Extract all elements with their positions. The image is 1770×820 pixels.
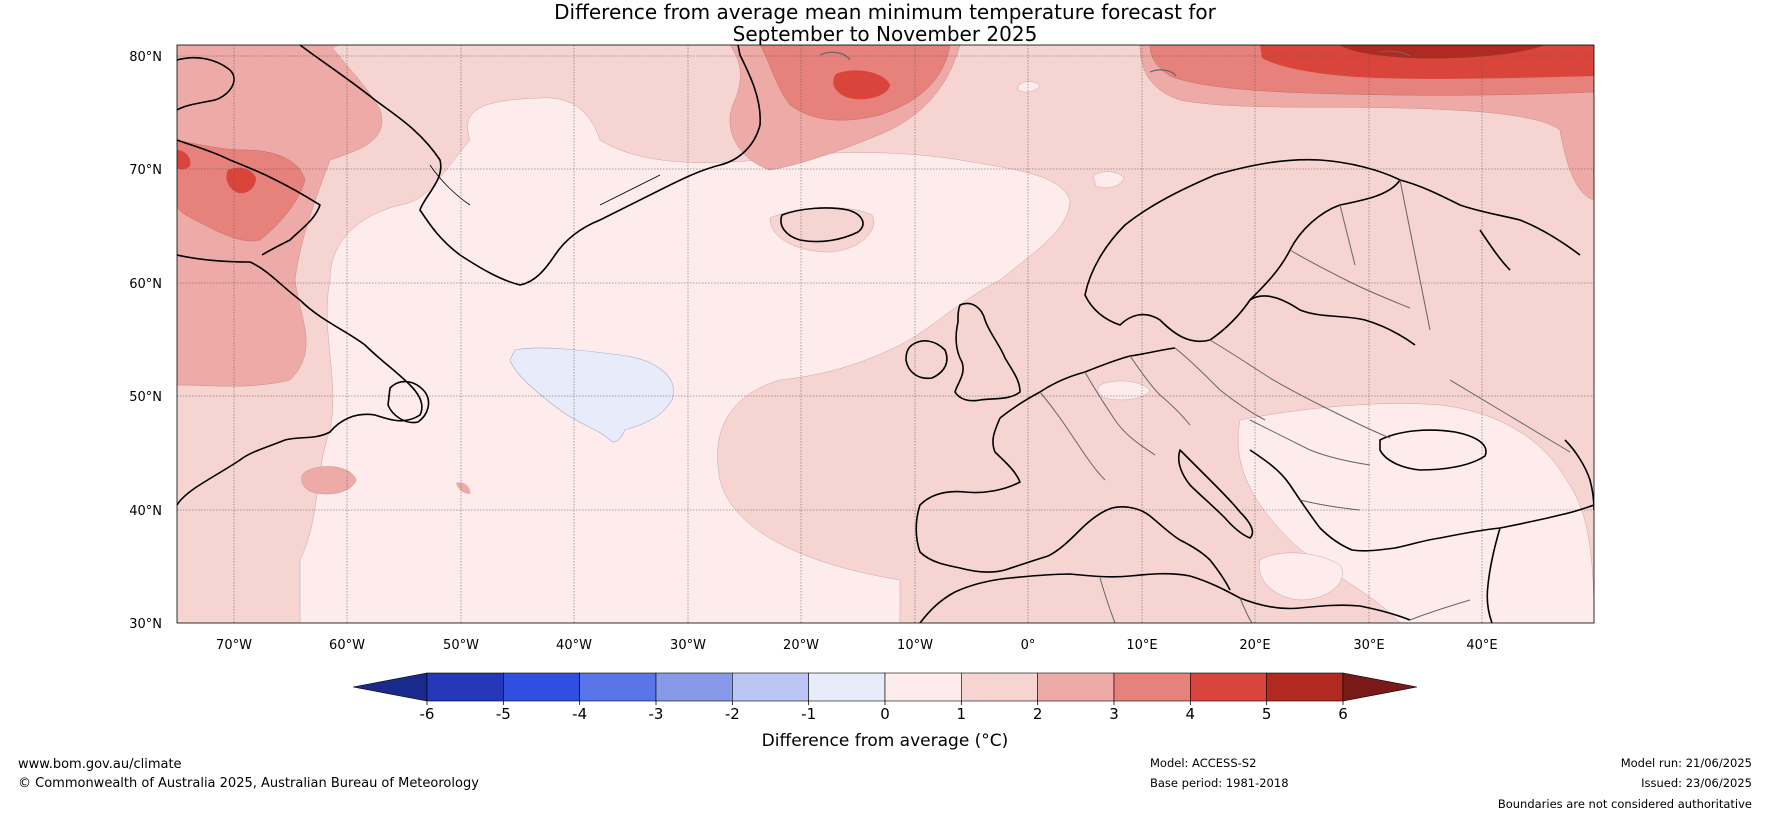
- colorbar-tick-label: 0: [880, 705, 890, 723]
- colorbar-extend-low: [352, 672, 428, 702]
- colorbar-tick-label: -6: [420, 705, 435, 723]
- lon-label-30e: 30°E: [1353, 638, 1384, 653]
- newfoundland-coast: [387, 380, 430, 424]
- lon-label-10w: 10°W: [897, 638, 933, 653]
- title-line-2: September to November 2025: [733, 22, 1038, 46]
- colorbar-segment: [1266, 672, 1344, 702]
- anomaly-region-2-to-3-patch-b: [456, 482, 471, 494]
- lon-label-50w: 50°W: [443, 638, 479, 653]
- black-sea-coast: [1379, 429, 1487, 471]
- lat-label-80n: 80°N: [129, 50, 162, 65]
- colorbar-segment: [1037, 672, 1115, 702]
- lon-label-0: 0°: [1021, 638, 1036, 653]
- anomaly-region-2-to-3-north-edge: [177, 45, 340, 57]
- lat-label-70n: 70°N: [129, 163, 162, 178]
- colorbar-label: Difference from average (°C): [762, 731, 1009, 751]
- anomaly-region-4-to-5-edge: [177, 150, 191, 170]
- colorbar-tick-label: -5: [496, 705, 511, 723]
- colorbar-segment: [732, 672, 809, 702]
- colorbar-segment: [655, 672, 733, 702]
- anomaly-region-0-to-1-norway-sea: [1092, 171, 1125, 189]
- colorbar-segment: [579, 672, 657, 702]
- anomaly-region-0-to-1-north-africa: [1258, 552, 1343, 601]
- lon-label-40e: 40°E: [1466, 638, 1497, 653]
- lon-label-70w: 70°W: [216, 638, 252, 653]
- colorbar-segment: [503, 672, 580, 702]
- colorbar-tick-label: 3: [1109, 705, 1119, 723]
- colorbar-tick-label: 5: [1262, 705, 1272, 723]
- model-run-text: Model run: 21/06/2025: [1621, 756, 1752, 770]
- graticule: [177, 45, 1594, 623]
- colorbar-segment: [961, 672, 1038, 702]
- balkans-coast: [1249, 449, 1594, 552]
- lon-label-30w: 30°W: [670, 638, 706, 653]
- lon-label-60w: 60°W: [329, 638, 365, 653]
- colorbar-tick-label: 6: [1338, 705, 1348, 723]
- italy-coast: [1177, 449, 1254, 539]
- colorbar-segment: [426, 672, 504, 702]
- ireland-coast: [905, 340, 948, 380]
- lon-label-10e: 10°E: [1126, 638, 1157, 653]
- anomaly-region-0-to-1-svalbard-gap: [1017, 81, 1041, 93]
- base-period-text: Base period: 1981-2018: [1150, 776, 1289, 790]
- baffin-coast: [177, 56, 321, 256]
- footer-issue-info: Model run: 21/06/2025 Issued: 23/06/2025…: [1498, 756, 1752, 811]
- lat-label-30n: 30°N: [129, 617, 162, 632]
- greenland-inner-ice-edge: [429, 164, 661, 206]
- coastlines: [177, 45, 1594, 623]
- anomaly-region-5-to-6-barents: [1340, 45, 1545, 59]
- colorbar-tick-label: 4: [1186, 705, 1196, 723]
- colorbar-tick-label: -1: [801, 705, 816, 723]
- map-frame: [176, 44, 1595, 624]
- lon-label-20w: 20°W: [783, 638, 819, 653]
- longitude-labels: 70°W 60°W 50°W 40°W 30°W 20°W 10°W 0° 10…: [216, 638, 1498, 653]
- colorbar: -6 -5 -4 -3 -2 -1 0 1 2 3 4 5 6: [352, 672, 1418, 723]
- lon-label-20e: 20°E: [1239, 638, 1270, 653]
- levant-coast: [1486, 527, 1501, 623]
- website-text: www.bom.gov.au/climate: [18, 757, 182, 772]
- lat-label-50n: 50°N: [129, 390, 162, 405]
- anomaly-region-2-to-3-patch-a: [301, 466, 357, 495]
- great-britain-coast: [954, 302, 1021, 402]
- colorbar-tick-label: -3: [649, 705, 664, 723]
- map-panel: [177, 45, 1594, 623]
- disclaimer-text: Boundaries are not considered authoritat…: [1498, 797, 1752, 811]
- anomaly-region-minus-1-to-0: [509, 347, 674, 443]
- anomaly-region-0-to-1-channel: [1097, 380, 1151, 401]
- greenland-coast: [299, 45, 761, 286]
- colorbar-tick-label: 1: [957, 705, 967, 723]
- colorbar-tick-label: 2: [1033, 705, 1043, 723]
- iceland-coast: [780, 207, 864, 243]
- colorbar-segment: [1190, 672, 1267, 702]
- colorbar-segment: [1113, 672, 1191, 702]
- colorbar-tick-label: -2: [725, 705, 740, 723]
- country-borders: [1039, 179, 1571, 623]
- footer-model-info: Model: ACCESS-S2 Base period: 1981-2018: [1150, 756, 1289, 790]
- svalbard-coast: [819, 50, 1411, 77]
- colorbar-segment: [884, 672, 962, 702]
- baltic-coast: [1249, 295, 1416, 346]
- north-africa-coast: [919, 572, 1411, 623]
- anomaly-region-4-to-5-barents: [1260, 45, 1594, 79]
- kola-coast: [1399, 179, 1581, 271]
- anomaly-region-4-to-5-east-greenland: [833, 70, 890, 100]
- model-text: Model: ACCESS-S2: [1150, 756, 1256, 770]
- lat-label-40n: 40°N: [129, 504, 162, 519]
- title-line-1: Difference from average mean minimum tem…: [554, 0, 1217, 24]
- latitude-labels: 80°N 70°N 60°N 50°N 40°N 30°N: [129, 50, 162, 632]
- footer: www.bom.gov.au/climate © Commonwealth of…: [18, 757, 479, 791]
- lon-label-40w: 40°W: [556, 638, 592, 653]
- colorbar-segment: [808, 672, 886, 702]
- copyright-text: © Commonwealth of Australia 2025, Austra…: [18, 776, 479, 791]
- lat-label-60n: 60°N: [129, 277, 162, 292]
- colorbar-tick-label: -4: [572, 705, 587, 723]
- issued-text: Issued: 23/06/2025: [1641, 776, 1752, 790]
- colorbar-extend-high: [1342, 672, 1418, 702]
